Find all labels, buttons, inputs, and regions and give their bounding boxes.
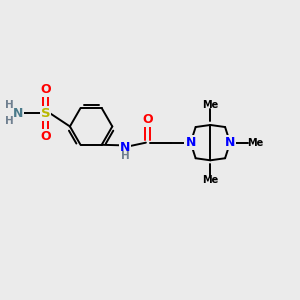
Text: H: H (121, 152, 130, 161)
Text: H: H (5, 100, 14, 110)
Text: N: N (13, 107, 23, 120)
Text: S: S (41, 107, 50, 120)
Text: N: N (225, 136, 235, 149)
Text: N: N (120, 141, 130, 154)
Text: O: O (142, 113, 153, 127)
Text: Me: Me (247, 138, 263, 148)
Text: N: N (185, 136, 196, 149)
Text: Me: Me (202, 175, 218, 185)
Text: Me: Me (202, 100, 218, 110)
Text: O: O (40, 83, 51, 96)
Text: O: O (40, 130, 51, 143)
Text: H: H (5, 116, 14, 126)
